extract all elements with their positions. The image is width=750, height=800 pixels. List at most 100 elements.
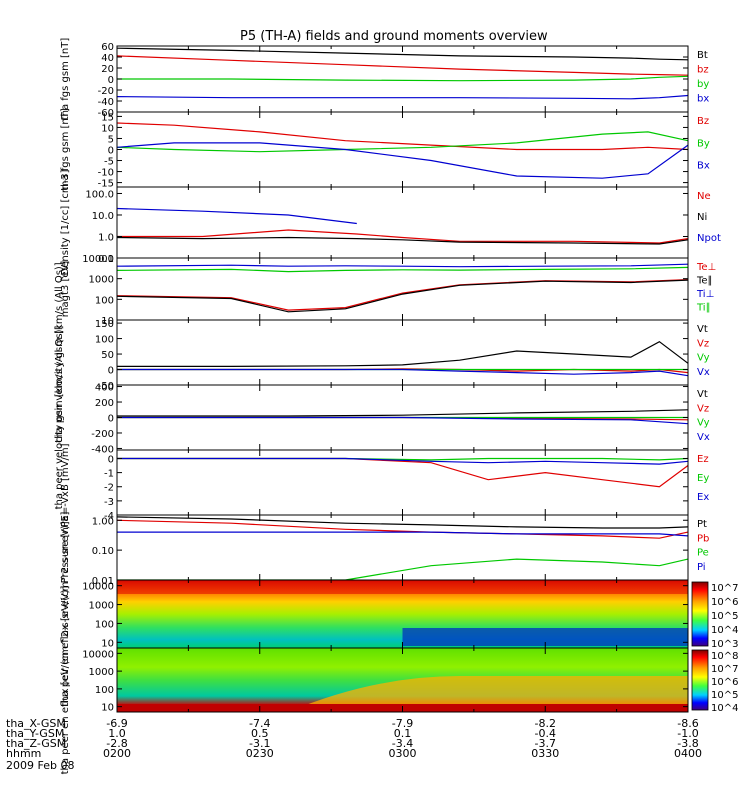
footer-value: -8.2 bbox=[534, 717, 556, 730]
footer-row: tha_Z-GSM -2.8 -3.1 -3.4 -3.7 -3.8 bbox=[6, 737, 706, 750]
footer-value: -3.8 bbox=[677, 737, 699, 750]
y-tick-label: -1 bbox=[104, 469, 114, 480]
footer-row-label: hhmm bbox=[6, 747, 42, 760]
y-tick-label: 20 bbox=[101, 64, 114, 75]
legend-entry: Ez bbox=[697, 454, 709, 465]
series-line bbox=[117, 409, 689, 417]
footer-value: -3.4 bbox=[391, 737, 414, 750]
y-tick-label: 5 bbox=[108, 134, 114, 145]
y-tick-label: 40 bbox=[101, 53, 114, 64]
heatmap-band bbox=[402, 628, 688, 646]
series-line bbox=[116, 122, 689, 151]
y-tick-label: -60 bbox=[98, 108, 114, 119]
series-line bbox=[116, 236, 689, 245]
legend-entry: Ex bbox=[697, 492, 709, 503]
panel-3: magt3 [eV] Te⊥ Te∥ Ti⊥ Ti∥ 10000 1000 100 10 bbox=[60, 254, 716, 327]
colorbar bbox=[691, 649, 709, 711]
panel-frame bbox=[116, 257, 689, 321]
panel-6: E=-VxB [mV/m] Ez Ey Ex 0 -1 -2 -3 -4 bbox=[60, 443, 709, 522]
heatmap-region bbox=[288, 676, 688, 712]
footer-value: 0.1 bbox=[393, 727, 412, 740]
y-axis-label: tha peer velocity gsm [km/s (All Qs)] bbox=[54, 326, 65, 510]
y-axis-label: tha fgs gsm [nT] bbox=[60, 108, 71, 191]
y-tick-label: -2 bbox=[104, 483, 114, 494]
footer-value: -2.8 bbox=[106, 737, 128, 750]
y-tick-label: 100 bbox=[95, 335, 114, 346]
footer-value: 0400 bbox=[674, 747, 702, 760]
series-line bbox=[117, 368, 689, 377]
series-line bbox=[116, 94, 689, 100]
footer-value: 0.5 bbox=[251, 727, 269, 740]
y-axis-label: tha peer en eflux [eV/(cm^2-s-sr-eV)] bbox=[60, 586, 71, 775]
y-tick-label: 1000 bbox=[89, 601, 114, 612]
legend-entry: Bz bbox=[697, 116, 709, 127]
y-axis-label: tha peir velocity gsm [km/s (All Qs)] bbox=[54, 262, 65, 443]
series-line bbox=[116, 47, 689, 61]
series-line bbox=[117, 75, 689, 82]
y-tick-label: 1000 bbox=[89, 667, 114, 678]
y-tick-label: -15 bbox=[98, 179, 114, 190]
footer-value: -3.7 bbox=[534, 737, 556, 750]
series-line bbox=[116, 516, 689, 529]
colorbar-label: 10^6 bbox=[711, 597, 738, 608]
y-tick-label: 0.01 bbox=[92, 576, 114, 587]
y-tick-label: 100 bbox=[95, 685, 114, 696]
y-tick-label: 10 bbox=[101, 703, 114, 714]
panel-frame bbox=[116, 319, 689, 386]
series-line bbox=[117, 340, 689, 367]
legend-entry: by bbox=[697, 79, 709, 90]
footer-value: 1.0 bbox=[108, 727, 126, 740]
y-tick-label: 0 bbox=[108, 146, 114, 157]
footer-value: 0330 bbox=[531, 747, 560, 760]
legend-entry: Ne bbox=[697, 191, 711, 202]
legend-entry: Ni bbox=[697, 212, 707, 223]
y-tick-label: 10.0 bbox=[92, 211, 114, 222]
series-line bbox=[117, 416, 689, 425]
series-line bbox=[117, 531, 689, 537]
footer-value: -0.4 bbox=[534, 727, 556, 740]
chart-title: P5 (TH-A) fields and ground moments over… bbox=[240, 29, 548, 44]
y-tick-label: 1.00 bbox=[92, 516, 114, 527]
date-label: 2009 Feb 08 bbox=[6, 759, 75, 772]
orbit-footer: tha_X-GSM -6.9 -7.4 -7.9 -8.2 -8.6 tha_Y-GSM 1.… bbox=[6, 717, 706, 760]
y-axis-label: tha fgs gsm [nT] bbox=[60, 38, 71, 121]
y-tick-label: -4 bbox=[104, 511, 114, 522]
colorbar-label: 10^4 bbox=[711, 625, 738, 636]
series-line bbox=[117, 457, 689, 465]
legend-entry: Ey bbox=[697, 473, 709, 484]
colorbar bbox=[691, 581, 709, 647]
series-line bbox=[116, 263, 689, 268]
legend-entry: Ti⊥ bbox=[696, 289, 714, 300]
legend-entry: Vx bbox=[697, 367, 710, 378]
y-axis-label: E=-VxB [mV/m] bbox=[60, 443, 71, 521]
footer-value: 0300 bbox=[388, 747, 417, 760]
y-axis-label: magt3 [eV] bbox=[60, 261, 71, 318]
colorbar-label: 10^7 bbox=[711, 583, 738, 594]
footer-value: -7.4 bbox=[249, 717, 271, 730]
y-tick-label: 10 bbox=[101, 638, 114, 649]
colorbar-label: 10^6 bbox=[711, 677, 738, 688]
y-tick-label: 100 bbox=[95, 295, 114, 306]
series-line bbox=[116, 279, 689, 313]
y-tick-label: -3 bbox=[104, 497, 114, 508]
series-line bbox=[116, 519, 689, 539]
y-tick-label: -200 bbox=[91, 429, 114, 440]
y-tick-label: -10 bbox=[98, 168, 114, 179]
panel-8: tha peir en eflux [eV/(cm^2-s-sr-eV)] 10^… bbox=[60, 521, 738, 706]
y-tick-label: 100.0 bbox=[85, 189, 114, 200]
y-tick-label: -40 bbox=[98, 97, 114, 108]
y-tick-label: -20 bbox=[98, 86, 114, 97]
footer-row: tha_Y-GSM 1.0 0.5 0.1 -0.4 -1.0 bbox=[6, 727, 706, 740]
footer-value: -3.1 bbox=[249, 737, 271, 750]
y-tick-label: 100 bbox=[95, 619, 114, 630]
colorbar-label: 10^3 bbox=[711, 639, 738, 650]
y-tick-label: 0 bbox=[108, 75, 114, 86]
legend-entry: Pe bbox=[697, 548, 709, 559]
y-tick-label: 0.10 bbox=[92, 546, 114, 557]
series-line bbox=[116, 266, 689, 273]
series-line bbox=[116, 55, 689, 76]
y-tick-label: 1000 bbox=[89, 275, 114, 286]
y-tick-label: 10 bbox=[101, 123, 114, 134]
